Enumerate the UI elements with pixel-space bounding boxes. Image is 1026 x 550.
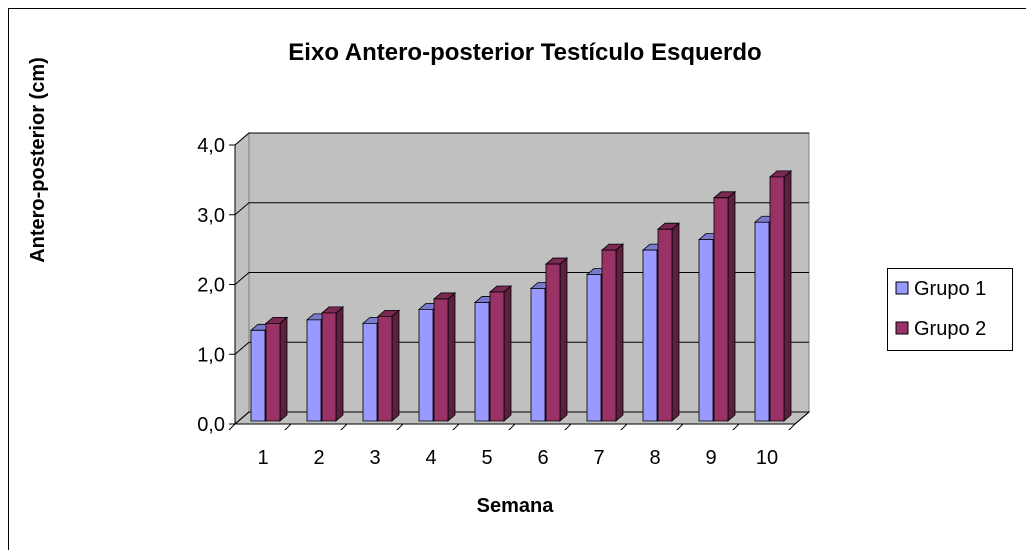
- bar: [264, 316, 289, 422]
- x-tick: [564, 423, 572, 431]
- bar-front: [713, 197, 729, 422]
- bar: [432, 292, 457, 422]
- legend-label: Grupo 1: [914, 278, 986, 300]
- bar-front: [545, 263, 561, 422]
- bar-front: [362, 322, 378, 422]
- bar-side: [615, 243, 624, 422]
- x-tick-label: 1: [257, 447, 268, 469]
- bar-side: [279, 316, 288, 422]
- bar-front: [306, 319, 322, 422]
- x-tick: [620, 423, 628, 431]
- bar-front: [601, 249, 617, 422]
- x-tick: [732, 423, 740, 431]
- legend-swatch: [895, 281, 909, 295]
- bar: [376, 309, 401, 422]
- x-tick-label: 8: [649, 447, 660, 469]
- y-axis-label: Antero-posterior (cm): [27, 57, 49, 263]
- bar: [656, 222, 681, 422]
- bar-front: [377, 315, 393, 422]
- y-tick-label: 1,0: [197, 344, 225, 366]
- bar-side: [447, 292, 456, 422]
- bar-front: [250, 329, 266, 422]
- bar-side: [503, 285, 512, 422]
- x-tick: [508, 423, 516, 431]
- bar: [768, 170, 793, 422]
- x-tick-label: 6: [537, 447, 548, 469]
- legend-label: Grupo 2: [914, 318, 986, 340]
- legend-swatch: [895, 321, 909, 335]
- x-tick: [676, 423, 684, 431]
- chart-title: Eixo Antero-posterior Testículo Esquerdo: [288, 39, 761, 66]
- bar: [544, 257, 569, 422]
- x-tick-label: 3: [369, 447, 380, 469]
- bar-side: [727, 190, 736, 422]
- bar: [320, 306, 345, 422]
- x-tick-label: 4: [425, 447, 436, 469]
- y-tick-label: 3,0: [197, 205, 225, 227]
- x-axis-label: Semana: [477, 495, 555, 517]
- grid-line: [234, 132, 809, 146]
- x-tick: [340, 423, 348, 431]
- bar: [712, 190, 737, 422]
- x-tick-label: 2: [313, 447, 324, 469]
- bar-front: [321, 312, 337, 422]
- bar-side: [671, 222, 680, 422]
- bar-side: [335, 306, 344, 422]
- x-tick-label: 7: [593, 447, 604, 469]
- bar-side: [783, 170, 792, 422]
- x-tick: [788, 423, 796, 431]
- x-tick-label: 5: [481, 447, 492, 469]
- y-tick-label: 0,0: [197, 414, 225, 436]
- bar-side: [559, 257, 568, 422]
- bar-front: [489, 291, 505, 422]
- bar-front: [754, 221, 770, 422]
- bar-front: [433, 298, 449, 422]
- bar-front: [474, 302, 490, 422]
- x-tick: [284, 423, 292, 431]
- grid-line: [234, 202, 809, 216]
- y-tick-label: 4,0: [197, 135, 225, 157]
- bar-front: [657, 228, 673, 422]
- bar-front: [418, 308, 434, 422]
- bar: [600, 243, 625, 422]
- x-tick-label: 9: [705, 447, 716, 469]
- x-tick: [452, 423, 460, 431]
- bar-front: [265, 322, 281, 422]
- bar-side: [391, 309, 400, 422]
- bar-front: [642, 249, 658, 422]
- bar-front: [586, 274, 602, 422]
- x-tick-label: 10: [756, 447, 778, 469]
- bar-front: [698, 239, 714, 422]
- bar-front: [530, 288, 546, 422]
- x-tick: [228, 423, 236, 431]
- x-tick: [396, 423, 404, 431]
- x-axis-back: [794, 411, 810, 425]
- y-tick-label: 2,0: [197, 275, 225, 297]
- bar-front: [769, 176, 785, 422]
- bar: [488, 285, 513, 422]
